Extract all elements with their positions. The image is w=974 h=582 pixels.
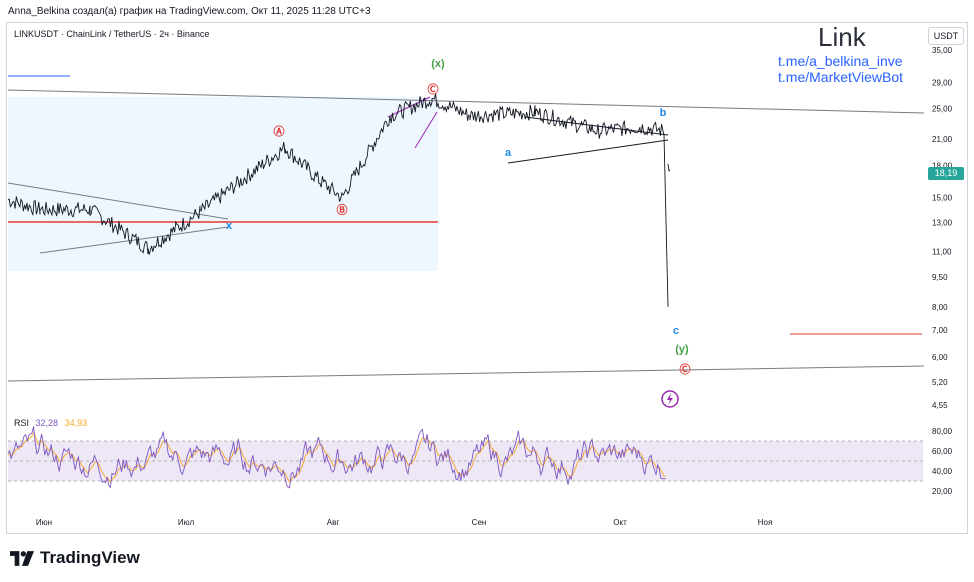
price-tick-label: 6,00 <box>932 353 948 362</box>
price-tick-label: 8,00 <box>932 303 948 312</box>
wave-label: Ⓒ <box>680 362 691 376</box>
time-tick-label: Авг <box>327 518 340 527</box>
time-tick-label: Июн <box>36 518 52 527</box>
rsi-tick-label: 20,00 <box>932 487 953 496</box>
right-triangle-upper <box>524 116 669 136</box>
price-tick-label: 35,00 <box>932 46 953 55</box>
price-tick-label: 5,20 <box>932 378 948 387</box>
wave-label: (y) <box>675 343 689 355</box>
price-tick-label: 18,00 <box>932 162 953 171</box>
price-tick-label: 11,00 <box>932 247 952 256</box>
chart-frame <box>6 22 968 534</box>
chart-caption: Anna_Belkina создал(а) график на Trading… <box>8 6 371 17</box>
wave-label: b <box>660 107 667 119</box>
lower-trendline <box>7 365 925 382</box>
wave-label: Ⓐ <box>274 124 285 138</box>
price-tick-label: 13,00 <box>932 218 953 227</box>
rsi-value: 32,28 <box>35 418 59 428</box>
purple-line-2 <box>414 111 438 149</box>
telegram-link-2[interactable]: t.me/MarketViewBot <box>778 69 904 85</box>
wave-annotations: (x) Ⓒ Ⓐ Ⓑx a b c (y) Ⓒ <box>226 58 691 376</box>
wave-label: x <box>226 220 233 232</box>
triangle-lower <box>39 226 229 254</box>
price-tick-label: 4,55 <box>932 401 948 410</box>
rsi-tick-label: 60,00 <box>932 447 953 456</box>
time-tick-label: Сен <box>472 518 487 527</box>
price-line <box>7 93 671 307</box>
rsi-line <box>7 426 666 489</box>
price-tick-label: 15,00 <box>932 193 953 202</box>
tradingview-logo[interactable]: TradingView <box>10 548 140 568</box>
tradingview-logo-text: TradingView <box>40 548 140 567</box>
time-axis[interactable]: Июн Июл Авг Сен Окт Ноя <box>36 518 772 527</box>
lightning-icon[interactable] <box>661 390 679 408</box>
price-series-group <box>7 93 671 307</box>
currency-button[interactable]: USDT <box>928 27 964 45</box>
price-tick-label: 29,00 <box>932 79 953 88</box>
rsi-ma-line <box>7 432 666 483</box>
time-tick-label: Окт <box>613 518 627 527</box>
price-tick-label: 21,00 <box>932 135 953 144</box>
last-price-badge: 18,19 <box>928 167 964 180</box>
time-tick-label: Июл <box>178 518 195 527</box>
wave-label: a <box>505 147 512 159</box>
triangle-upper <box>7 182 229 220</box>
price-tick-label: 25,00 <box>932 105 953 114</box>
wave-label: Ⓑ <box>337 202 348 216</box>
symbol-title: LINKUSDT · ChainLink / TetherUS · 2ч · B… <box>14 29 210 39</box>
wave-label: c <box>673 325 679 337</box>
price-axis[interactable]: 35,00 29,00 25,00 21,00 18,00 15,00 13,00 11,00… <box>932 46 953 496</box>
upper-trendline <box>7 89 925 114</box>
tradingview-logo-icon <box>10 550 34 566</box>
rsi-label: RSI <box>14 418 30 428</box>
rsi-tick-label: 40,00 <box>932 467 953 476</box>
price-tick-label: 7,00 <box>932 326 948 335</box>
right-triangle-lower <box>507 139 669 164</box>
range-box <box>8 97 438 271</box>
rsi-pane <box>7 426 923 489</box>
telegram-link-1[interactable]: t.me/a_belkina_inve <box>778 53 903 69</box>
rsi-tick-label: 80,00 <box>932 427 953 436</box>
watermark-title: Link <box>818 22 866 52</box>
wave-label: (x) <box>431 58 445 70</box>
rsi-legend: RSI 32,28 34,93 <box>14 418 87 428</box>
price-tick-label: 9,50 <box>932 273 948 282</box>
rsi-ma-value: 34,93 <box>64 418 88 428</box>
wave-label: Ⓒ <box>428 82 439 96</box>
time-tick-label: Ноя <box>758 518 773 527</box>
